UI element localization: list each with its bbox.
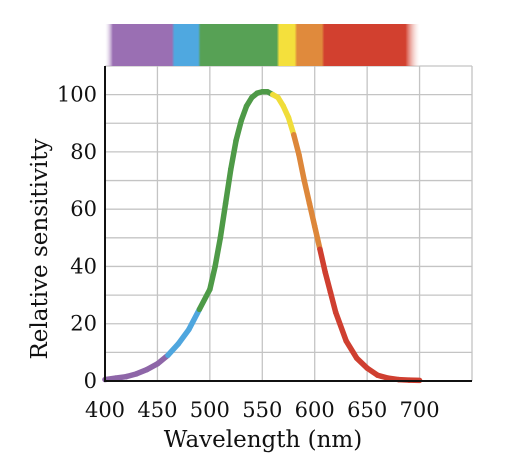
- curve-segment: [306, 200, 318, 230]
- y-tick-label: 20: [70, 312, 97, 336]
- curve-segment: [228, 137, 239, 172]
- curve-segment: [301, 177, 313, 207]
- curve-segment: [327, 289, 339, 316]
- curve-segment: [233, 117, 245, 144]
- x-tick-label: 650: [347, 398, 387, 422]
- curve-segment: [296, 152, 307, 184]
- x-tick-label: 600: [295, 398, 335, 422]
- curve-segment: [217, 200, 229, 241]
- x-tick-label: 400: [85, 398, 125, 422]
- x-tick-labels: 400 450 500 550 600 650 700: [85, 398, 440, 422]
- curve-segment: [212, 235, 224, 270]
- y-tick-label: 80: [70, 140, 97, 164]
- sensitivity-curve: [102, 89, 423, 384]
- y-tick-labels: 0 20 40 60 80 100: [57, 83, 97, 393]
- curve-segment: [186, 306, 203, 333]
- curve-segment: [285, 114, 297, 138]
- curve-segment: [207, 263, 218, 293]
- x-tick-label: 500: [190, 398, 230, 422]
- x-tick-label: 700: [400, 398, 440, 422]
- x-tick-label: 550: [242, 398, 282, 422]
- curve-segment: [196, 286, 213, 313]
- curve-segment: [322, 269, 334, 295]
- y-axis-label: Relative sensitivity: [27, 138, 53, 359]
- curve-segment: [343, 338, 360, 361]
- y-tick-label: 60: [70, 197, 97, 221]
- curve-segment: [290, 131, 302, 158]
- x-axis-label: Wavelength (nm): [164, 427, 362, 453]
- y-tick-label: 40: [70, 254, 97, 278]
- curve-segment: [175, 326, 192, 347]
- x-tick-label: 450: [137, 398, 177, 422]
- y-tick-label: 0: [84, 369, 97, 393]
- axes: [104, 66, 472, 382]
- curve-segment: [222, 166, 234, 207]
- curve-segment: [311, 223, 323, 253]
- curve-segment: [332, 309, 349, 344]
- curve-segment: [317, 246, 328, 275]
- spectrum-band: [105, 24, 420, 66]
- y-tick-label: 100: [57, 83, 97, 107]
